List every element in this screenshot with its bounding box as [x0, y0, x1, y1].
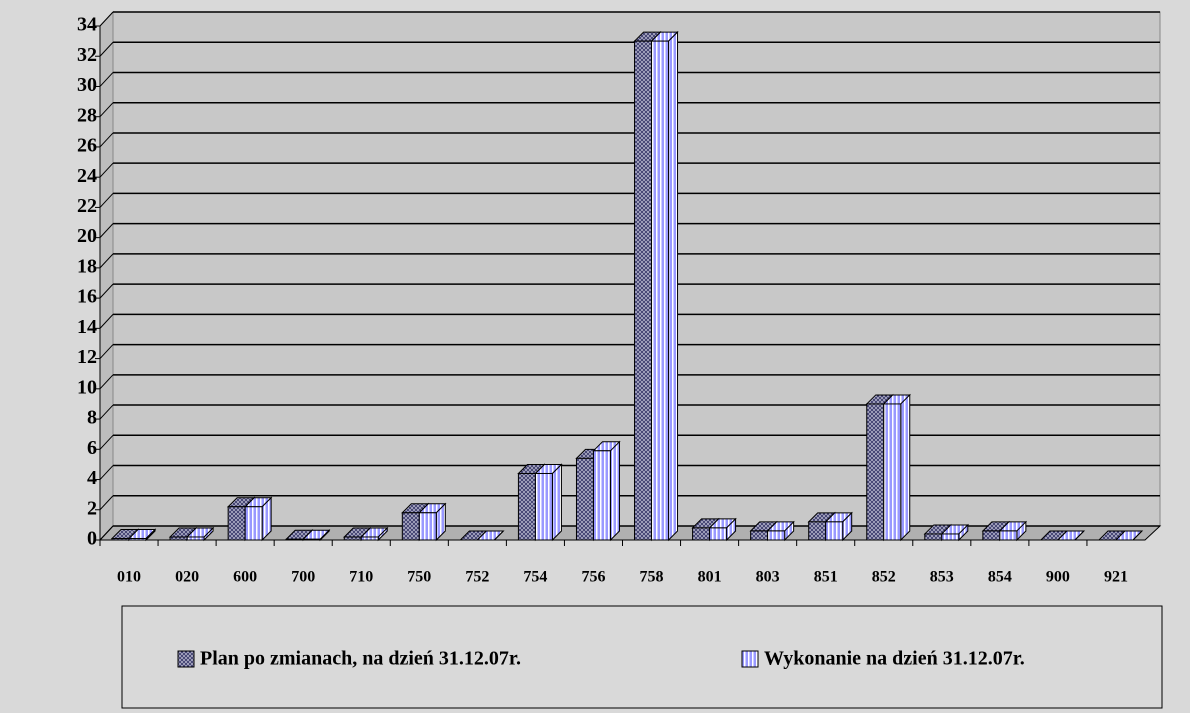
side-wall — [99, 10, 114, 542]
bar-side — [551, 463, 562, 542]
y-tick-label: 34 — [77, 14, 97, 36]
x-tick-label: 752 — [465, 569, 489, 586]
x-tick-label: 700 — [291, 569, 315, 586]
bar-side — [1074, 530, 1085, 541]
bar — [634, 40, 653, 541]
y-tick-label: 8 — [87, 407, 97, 429]
grid-line — [99, 132, 114, 148]
y-tick-label: 10 — [77, 376, 97, 398]
bar — [982, 530, 1001, 541]
grid-line — [99, 193, 114, 208]
x-tick-label: 600 — [233, 569, 257, 586]
x-tick-label: 854 — [988, 569, 1012, 586]
bar-side — [494, 530, 504, 541]
bar — [227, 506, 246, 541]
grid-line — [99, 404, 114, 420]
legend-box — [121, 605, 1163, 709]
y-tick-label: 24 — [77, 165, 97, 187]
x-tick-label: 900 — [1046, 569, 1070, 586]
grid-line — [99, 344, 114, 359]
grid-line — [99, 253, 114, 269]
x-tick-label: 853 — [930, 569, 954, 586]
bar — [866, 403, 885, 541]
bar — [825, 521, 844, 541]
x-tick-label: 851 — [814, 569, 838, 586]
x-tick-label: 754 — [523, 569, 547, 586]
bar-side — [900, 393, 911, 542]
bar — [709, 527, 728, 541]
bar — [924, 533, 943, 541]
bar — [302, 538, 321, 541]
y-tick-label: 16 — [77, 286, 97, 308]
x-tick-label: 852 — [872, 569, 896, 586]
bar — [360, 536, 379, 541]
y-tick-label: 14 — [77, 316, 97, 338]
bar — [401, 512, 420, 541]
bar-side — [1132, 530, 1143, 541]
y-tick-label: 4 — [87, 467, 97, 489]
bar — [285, 538, 304, 541]
x-tick-label: 803 — [756, 569, 780, 586]
grid-line — [99, 374, 114, 390]
y-tick-label: 26 — [77, 135, 97, 157]
bar — [128, 537, 147, 541]
bar — [517, 472, 536, 541]
bar — [692, 527, 711, 541]
x-tick-label: 010 — [117, 569, 141, 586]
bar-side — [668, 30, 679, 542]
bar — [111, 537, 130, 541]
x-tick-label: 710 — [349, 569, 373, 586]
bar — [169, 536, 188, 541]
bar — [767, 530, 786, 541]
y-tick-label: 22 — [77, 195, 97, 217]
x-tick-label: 756 — [581, 569, 605, 586]
grid-line — [99, 434, 114, 450]
bar — [999, 530, 1018, 541]
legend-label: Plan po zmianach, na dzień 31.12.07r. — [200, 648, 521, 670]
bar — [186, 536, 205, 541]
grid-line — [99, 223, 114, 238]
y-tick-label: 20 — [77, 225, 97, 247]
y-tick-label: 30 — [77, 74, 97, 96]
bar — [941, 533, 960, 541]
bar — [534, 472, 553, 541]
bar — [750, 530, 769, 541]
grid-line — [99, 72, 114, 87]
y-tick-label: 32 — [77, 44, 97, 66]
bar — [418, 512, 437, 541]
y-tick-label: 6 — [87, 437, 97, 459]
grid-line — [99, 11, 114, 27]
legend-swatch — [177, 650, 195, 668]
grid-line — [99, 465, 114, 480]
legend-swatch — [741, 650, 759, 668]
y-tick-label: 12 — [77, 346, 97, 368]
grid-line — [99, 314, 114, 329]
grid-line — [99, 283, 114, 299]
y-tick-label: 28 — [77, 104, 97, 126]
bar-side — [609, 440, 620, 542]
grid-line — [99, 495, 114, 511]
bar — [808, 521, 827, 541]
bar — [651, 40, 670, 541]
x-tick-label: 750 — [407, 569, 431, 586]
x-tick-label: 921 — [1104, 569, 1128, 586]
y-tick-label: 0 — [87, 528, 97, 550]
y-tick-label: 18 — [77, 255, 97, 277]
grid-line — [99, 525, 114, 541]
grid-line — [99, 41, 114, 57]
bar — [244, 506, 263, 541]
bar — [343, 536, 362, 541]
bar — [883, 403, 902, 541]
legend-label: Wykonanie na dzień 31.12.07r. — [764, 648, 1025, 670]
bar — [575, 457, 594, 541]
x-tick-label: 758 — [640, 569, 664, 586]
grid-line — [99, 162, 114, 178]
x-tick-label: 801 — [698, 569, 722, 586]
y-tick-label: 2 — [87, 497, 97, 519]
bar — [592, 450, 611, 541]
x-tick-label: 020 — [175, 569, 199, 586]
grid-line — [99, 102, 114, 118]
